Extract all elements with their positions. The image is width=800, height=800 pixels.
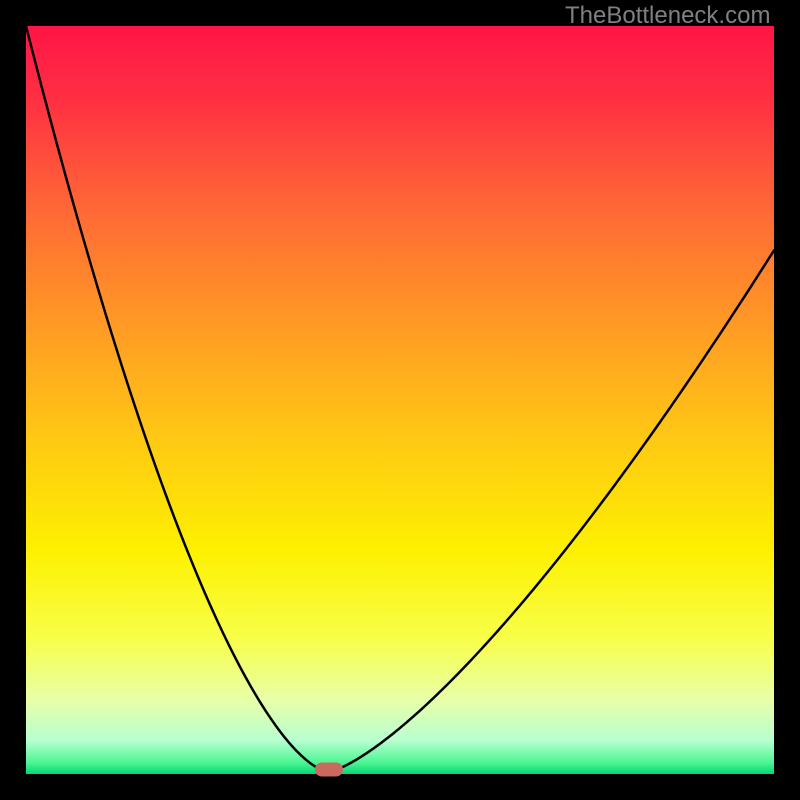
- chart-svg: [0, 0, 800, 800]
- optimum-marker: [315, 763, 343, 777]
- gradient-background: [26, 26, 774, 774]
- watermark-text: TheBottleneck.com: [565, 2, 770, 30]
